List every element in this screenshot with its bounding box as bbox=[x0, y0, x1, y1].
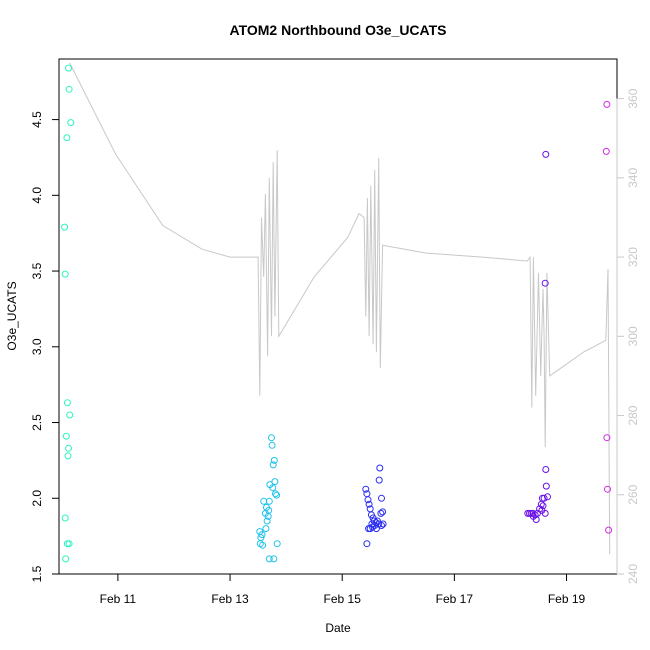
data-point-s0-2 bbox=[67, 119, 75, 127]
data-point-s0-5 bbox=[61, 270, 69, 278]
data-point-s0-4 bbox=[61, 223, 69, 231]
data-point-s2-6 bbox=[365, 500, 373, 508]
data-point-s1-7 bbox=[272, 490, 279, 498]
data-point-s1-2 bbox=[270, 456, 278, 464]
data-point-s3-17 bbox=[541, 509, 549, 517]
data-point-s1-14 bbox=[264, 512, 272, 520]
y2-tick-label-2: 280 bbox=[626, 405, 640, 425]
data-point-s0-1 bbox=[65, 85, 73, 93]
data-point-s2-9 bbox=[377, 509, 385, 517]
y-axis-label: O3e_UCATS bbox=[5, 281, 19, 350]
points-layer bbox=[61, 64, 613, 563]
y2-tick-label-1: 260 bbox=[626, 484, 640, 504]
data-point-s2-19 bbox=[379, 520, 387, 528]
y-tick-label-1: 2.0 bbox=[30, 490, 44, 507]
data-point-s2-5 bbox=[364, 496, 372, 504]
data-point-s2-23 bbox=[372, 525, 380, 533]
data-point-s1-21 bbox=[259, 541, 267, 549]
data-point-s0-7 bbox=[66, 411, 74, 419]
data-point-s2-2 bbox=[362, 485, 370, 493]
data-point-s3-19 bbox=[532, 516, 540, 523]
data-point-s1-24 bbox=[270, 555, 278, 563]
y2-tick-label-6: 360 bbox=[626, 88, 640, 108]
y-tick-label-0: 1.5 bbox=[30, 565, 44, 582]
y-tick-label-6: 4.5 bbox=[30, 111, 44, 128]
data-point-s1-10 bbox=[265, 497, 273, 505]
data-point-s1-16 bbox=[262, 525, 270, 533]
data-point-s0-11 bbox=[61, 514, 69, 522]
data-point-s4-4 bbox=[605, 526, 613, 534]
data-point-s1-8 bbox=[273, 491, 281, 499]
data-point-s4-1 bbox=[602, 147, 610, 155]
x-axis-label: Date bbox=[325, 621, 351, 635]
x-tick-label-2: Feb 15 bbox=[324, 592, 362, 606]
data-point-s1-3 bbox=[269, 461, 277, 469]
data-point-s0-6 bbox=[63, 399, 71, 407]
data-point-s2-4 bbox=[378, 494, 385, 502]
data-point-s2-0 bbox=[376, 464, 384, 472]
data-point-s4-2 bbox=[603, 434, 611, 442]
y2-tick-label-0: 240 bbox=[626, 564, 640, 584]
x-tick-label-1: Feb 13 bbox=[211, 592, 249, 606]
data-point-s3-6 bbox=[544, 493, 551, 501]
data-point-s1-6 bbox=[269, 484, 277, 492]
y-tick-label-5: 4.0 bbox=[30, 187, 44, 204]
data-point-s2-22 bbox=[369, 523, 376, 531]
y-tick-label-2: 2.5 bbox=[30, 414, 44, 431]
data-point-s4-0 bbox=[603, 100, 611, 108]
data-point-s1-0 bbox=[268, 434, 275, 442]
data-point-s1-1 bbox=[268, 441, 276, 449]
data-point-s3-5 bbox=[540, 494, 548, 502]
data-point-s0-9 bbox=[65, 444, 72, 452]
data-point-s1-22 bbox=[273, 540, 281, 548]
data-point-s3-3 bbox=[542, 482, 550, 490]
data-point-s1-4 bbox=[271, 478, 279, 486]
data-point-s3-1 bbox=[541, 279, 549, 287]
data-point-s2-1 bbox=[375, 476, 383, 484]
y-tick-label-3: 3.0 bbox=[30, 338, 44, 355]
data-point-s3-0 bbox=[542, 150, 550, 158]
data-point-s0-13 bbox=[65, 540, 73, 548]
plot-frame bbox=[58, 58, 618, 575]
y2-tick-label-3: 300 bbox=[626, 326, 640, 346]
x-tick-label-0: Feb 11 bbox=[100, 592, 137, 606]
y2-tick-label-5: 340 bbox=[626, 168, 640, 188]
data-point-s1-15 bbox=[263, 517, 271, 525]
data-point-s2-8 bbox=[379, 508, 387, 516]
data-point-s0-14 bbox=[62, 555, 70, 563]
data-point-s0-8 bbox=[62, 432, 70, 440]
data-point-s2-24 bbox=[363, 540, 371, 548]
data-point-s0-10 bbox=[64, 452, 72, 460]
overlay-layer bbox=[69, 62, 611, 555]
overlay-trace bbox=[69, 62, 611, 555]
x-tick-label-4: Feb 19 bbox=[548, 592, 586, 606]
data-point-s0-3 bbox=[63, 134, 71, 142]
y-tick-label-4: 3.5 bbox=[30, 262, 44, 279]
data-point-s1-18 bbox=[258, 531, 266, 539]
data-point-s3-2 bbox=[542, 466, 550, 473]
data-point-s1-23 bbox=[265, 555, 273, 563]
axes-layer: 1.5 2.0 2.5 3.0 3.5 4.0 4.5 Feb 11 Feb 13 Feb 15 F… bbox=[30, 88, 640, 606]
chart-title: ATOM2 Northbound O3e_UCATS bbox=[230, 22, 447, 38]
y2-tick-label-4: 320 bbox=[626, 247, 640, 267]
data-point-s4-3 bbox=[604, 485, 611, 493]
data-point-s2-18 bbox=[378, 522, 385, 529]
x-tick-label-3: Feb 17 bbox=[436, 592, 474, 606]
data-point-s0-0 bbox=[65, 64, 72, 72]
